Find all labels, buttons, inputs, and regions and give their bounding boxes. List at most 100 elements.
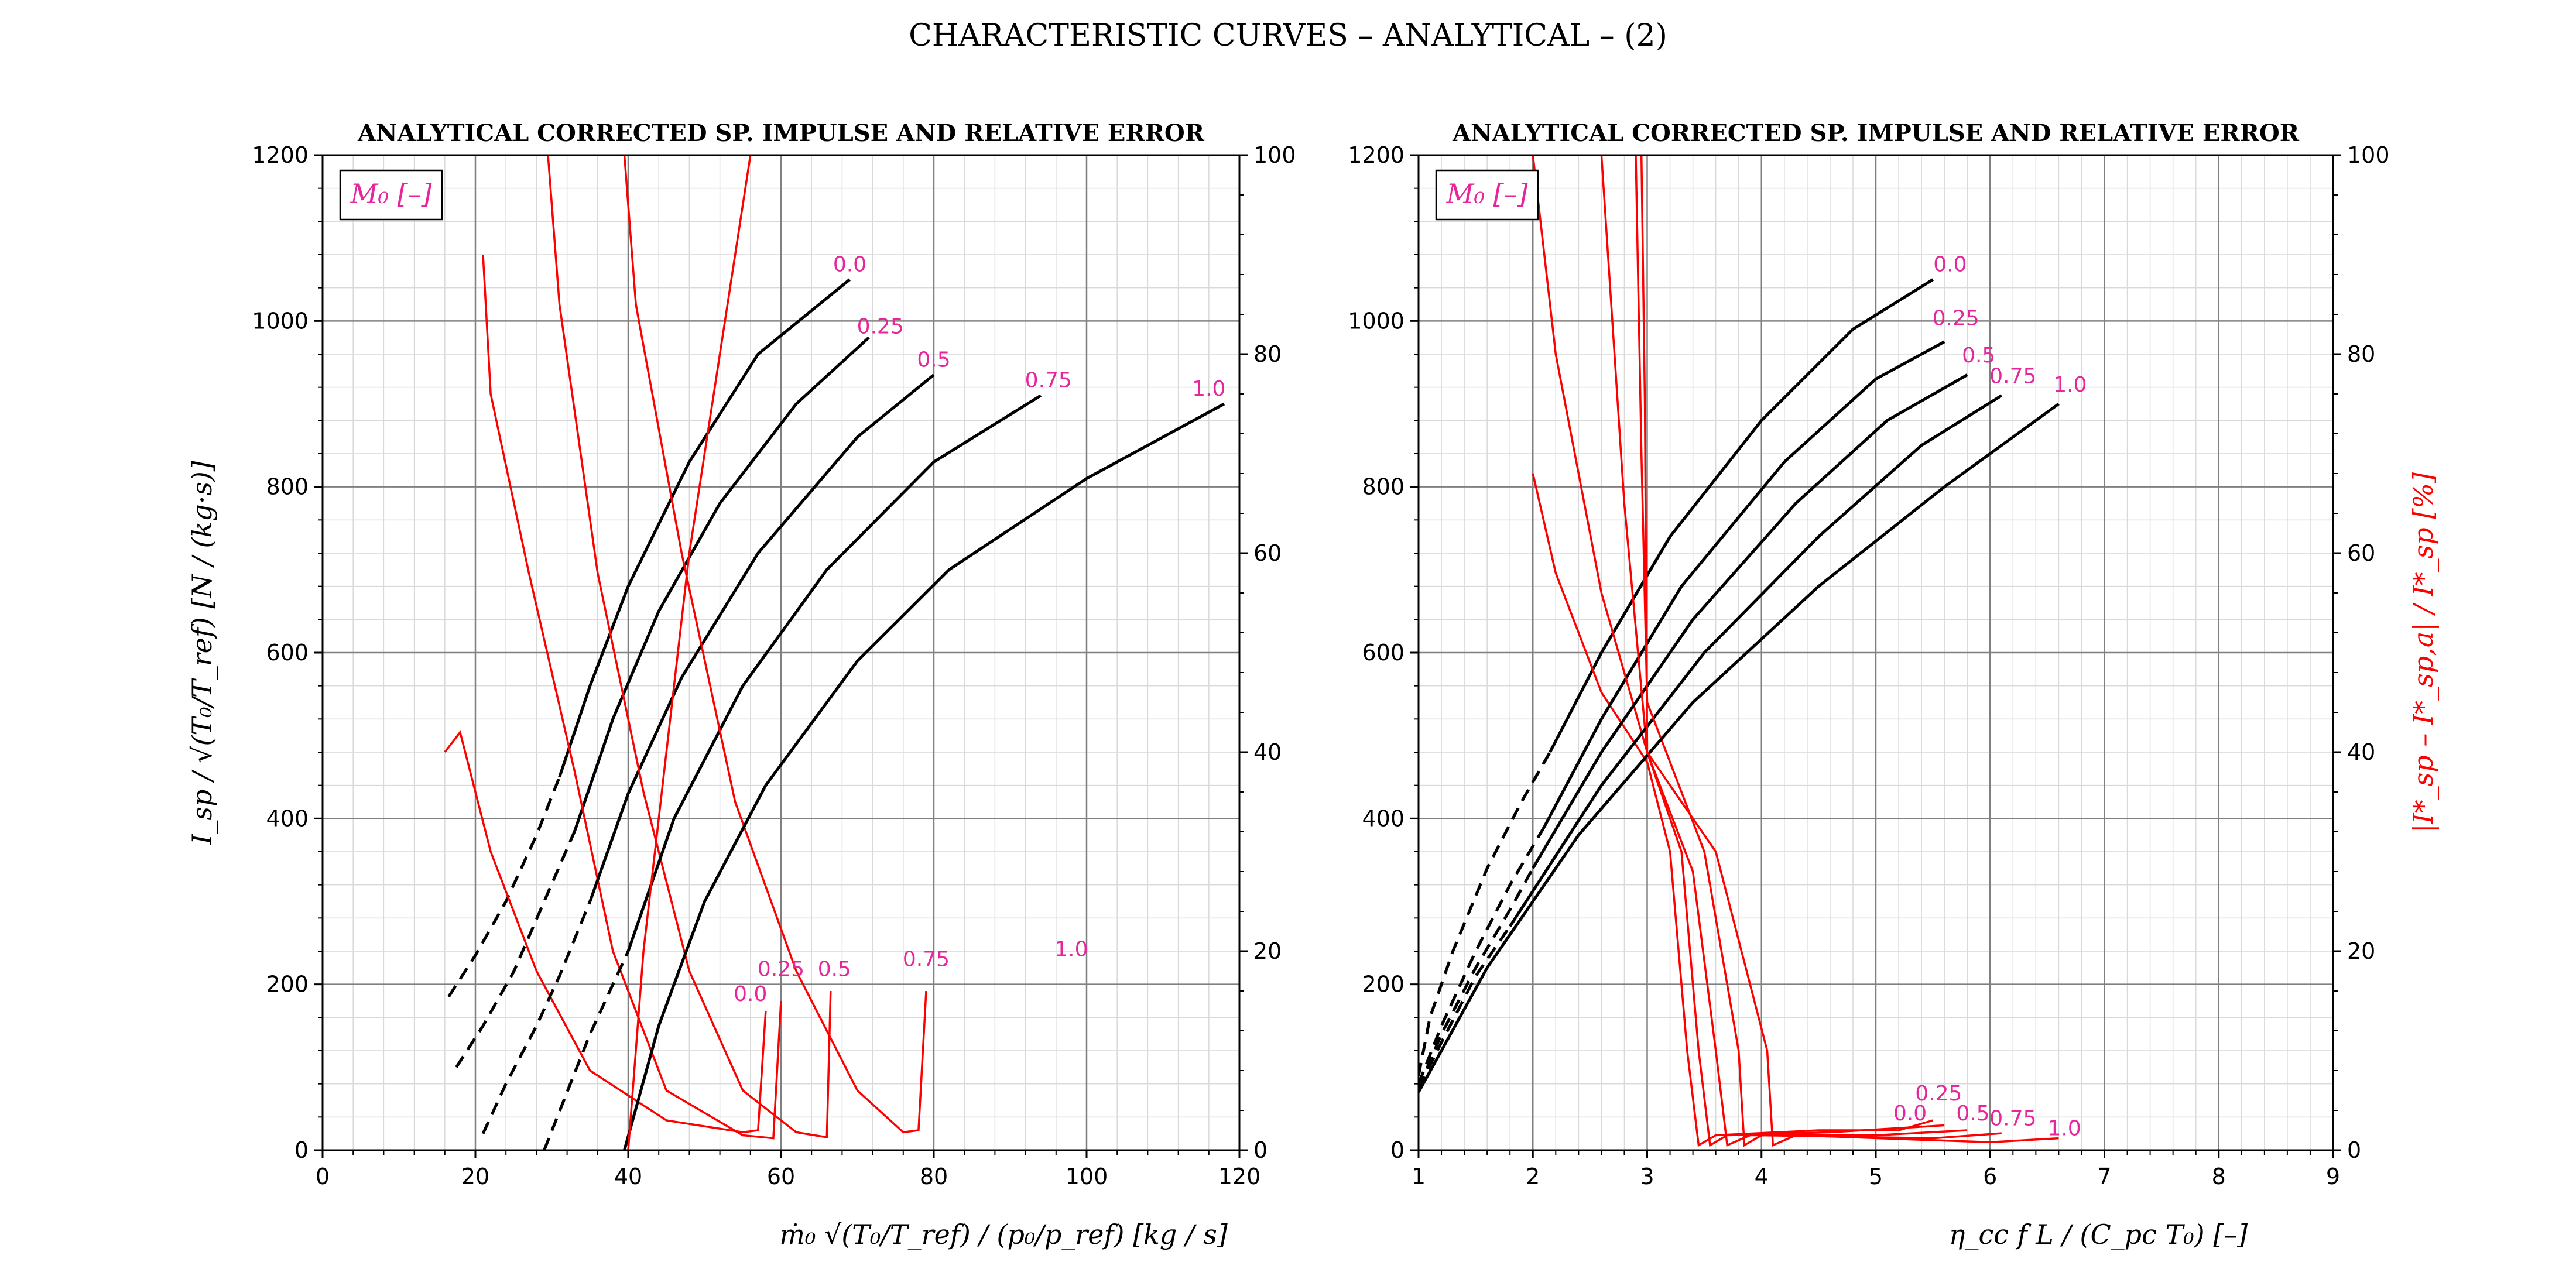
y-tick-label: 600: [266, 640, 309, 666]
x-tick-label: 60: [767, 1164, 795, 1189]
isp-curve-dashed-m0-0-25: [1419, 826, 1546, 1085]
error-curve-m0-0-0: [1532, 473, 1934, 1147]
legend: M₀ [–]: [339, 169, 443, 221]
y-tick-label: 600: [1362, 640, 1405, 666]
x-tick-label: 5: [1869, 1164, 1883, 1189]
error-curve-m0-0-75: [1635, 155, 2002, 1147]
error-curve-m0-0-25: [482, 254, 782, 1140]
legend: M₀ [–]: [1435, 169, 1539, 221]
grid: [1417, 154, 2334, 1151]
legend-label: M₀ [–]: [1445, 178, 1527, 210]
y2-tick-label: 0: [2347, 1137, 2361, 1163]
y2-tick-label: 60: [1253, 540, 1282, 566]
error-curve-m0-1-0: [627, 155, 752, 1150]
isp-curve-dashed-m0-0-75: [543, 950, 630, 1150]
x-tick-label: 6: [1983, 1164, 1997, 1189]
x-tick-label: 80: [920, 1164, 948, 1189]
curve-label: 1.0: [1192, 377, 1225, 401]
x-tick-label: 1: [1412, 1164, 1426, 1189]
curve-label: 0.25: [758, 958, 804, 982]
y-axis-label: I_sp / √(T₀/T_ref) [N / (kg·s)]: [186, 461, 218, 845]
axes: 0 20 40 60 80 100 1200200400600800100012000204…: [252, 142, 1296, 1189]
x-tick-label: 20: [461, 1164, 489, 1189]
y2-tick-label: 100: [1253, 142, 1296, 168]
y-tick-label: 1000: [252, 308, 309, 334]
error-curve-m0-0-5: [547, 155, 832, 1138]
curve-label: 0.75: [1025, 369, 1072, 393]
y2-tick-label: 80: [2347, 341, 2375, 367]
y-tick-label: 0: [294, 1137, 309, 1163]
panel-title: ANALYTICAL CORRECTED SP. IMPULSE AND REL…: [1452, 119, 2300, 147]
y-tick-label: 400: [266, 805, 309, 831]
error-curve-m0-1-0: [1640, 155, 2059, 1147]
y2-tick-label: 0: [1253, 1137, 1268, 1163]
x-tick-label: 0: [316, 1164, 330, 1189]
y2-tick-label: 100: [2347, 142, 2390, 168]
y2-tick-label: 40: [2347, 739, 2375, 765]
curves: [1419, 155, 2060, 1147]
legend-box: [1435, 169, 1539, 221]
curve-label: 0.5: [1956, 1102, 1989, 1126]
curve-label: 0.0: [1893, 1102, 1927, 1126]
x-tick-label: 9: [2326, 1164, 2340, 1189]
y-tick-label: 1000: [1348, 308, 1405, 334]
legend-label: M₀ [–]: [350, 178, 431, 210]
curve-label: 0.5: [1962, 344, 1995, 368]
curve-label: 0.25: [857, 315, 904, 339]
curve-label: 1.0: [2053, 373, 2087, 397]
y-tick-label: 200: [266, 972, 309, 997]
isp-curve-dashed-m0-0-5: [1419, 867, 1534, 1089]
isp-curve-dashed-m0-0-0: [1419, 751, 1551, 1076]
chart-panel-right: 1 2 3 4 5 6 7 8 90200400600800100012000204060801…: [1348, 119, 2439, 1250]
y-tick-label: 800: [266, 474, 309, 500]
isp-curve-m0-1-0: [623, 402, 1225, 1150]
error-curve-m0-0-75: [623, 155, 927, 1134]
y2-tick-label: 40: [1253, 739, 1282, 765]
plot-frame: [321, 154, 1241, 1151]
x-tick-label: 40: [614, 1164, 642, 1189]
x-tick-label: 2: [1526, 1164, 1540, 1189]
curve-label: 0.25: [1915, 1082, 1962, 1106]
x-tick-label: 8: [2212, 1164, 2226, 1189]
isp-curve-dashed-m0-0-5: [481, 901, 592, 1134]
x-tick-label: 3: [1640, 1164, 1654, 1189]
isp-curve-m0-0-25: [1543, 340, 1945, 828]
curve-label: 0.75: [1989, 1107, 2036, 1131]
y2-tick-label: 20: [2347, 938, 2375, 964]
isp-curve-m0-1-0: [1419, 402, 2060, 1093]
isp-curve-dashed-m0-0-25: [455, 830, 576, 1068]
curve-label: 0.5: [917, 348, 950, 372]
y-tick-label: 200: [1362, 972, 1405, 997]
curve-label: 1.0: [2048, 1117, 2081, 1141]
curve-label: 0.75: [1989, 365, 2036, 389]
curves: [444, 155, 1225, 1150]
curve-label: 0.5: [818, 958, 851, 982]
isp-curve-m0-0-5: [1532, 373, 1968, 869]
x-axis-label: ṁ₀ √(T₀/T_ref) / (p₀/p_ref) [kg / s]: [779, 1219, 1227, 1250]
x-tick-label: 7: [2097, 1164, 2111, 1189]
x-tick-label: 100: [1066, 1164, 1108, 1189]
curve-label: 0.25: [1933, 306, 1979, 330]
chart-panels: 0 20 40 60 80 100 1200200400600800100012000204…: [186, 119, 2439, 1250]
y-tick-label: 1200: [1348, 142, 1405, 168]
error-curve-m0-0-0: [444, 730, 767, 1134]
y-tick-label: 0: [1390, 1137, 1405, 1163]
y2-tick-label: 20: [1253, 938, 1282, 964]
curve-label: 1.0: [1054, 938, 1088, 962]
isp-curve-m0-0-75: [1509, 394, 2003, 927]
legend-box: [339, 169, 443, 221]
error-curve-m0-0-5: [1600, 155, 1968, 1147]
x-tick-label: 120: [1218, 1164, 1261, 1189]
grid: [321, 154, 1241, 1151]
isp-curve-m0-0-5: [588, 373, 935, 902]
error-curve-m0-0-25: [1532, 155, 1945, 1147]
curve-label: 0.0: [833, 252, 866, 276]
plot-frame: [1417, 154, 2334, 1151]
isp-curve-m0-0-0: [558, 278, 851, 778]
y-tick-label: 800: [1362, 474, 1405, 500]
isp-curve-dashed-m0-0-0: [447, 776, 561, 998]
curve-label: 0.75: [903, 948, 950, 972]
curve-label: 0.0: [734, 982, 767, 1006]
y2-axis-label: |I*_sp – I*_sp,a| / I*_sp [%]: [2407, 472, 2439, 833]
